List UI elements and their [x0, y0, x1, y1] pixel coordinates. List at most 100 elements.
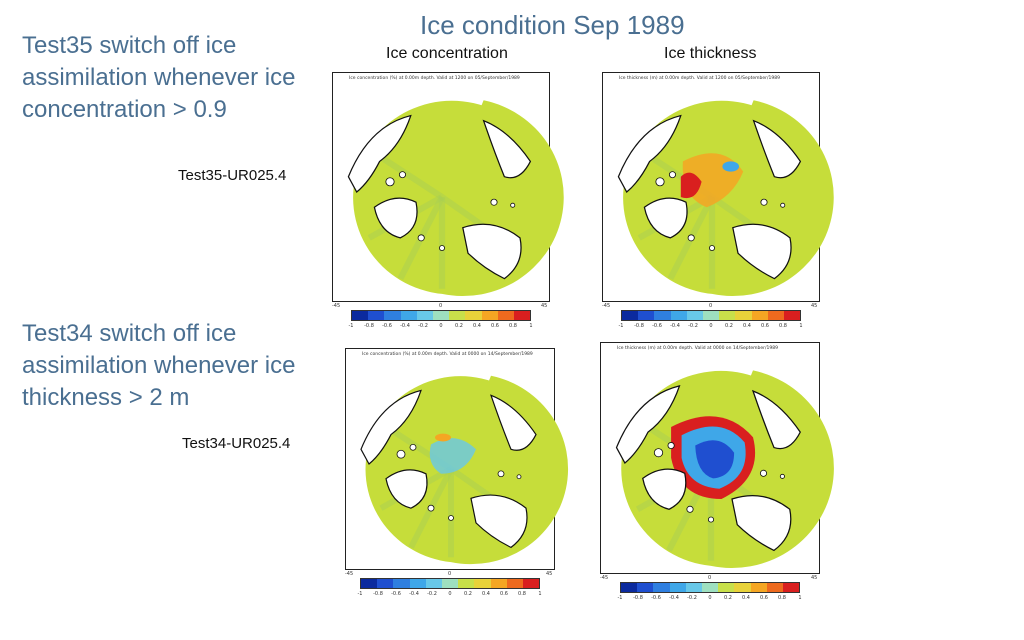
- column-header-thickness: Ice thickness: [664, 45, 757, 62]
- colorbar-swatch: [490, 579, 507, 588]
- colorbar-swatch: [409, 579, 426, 588]
- colorbar-labels: -1 -0.8 -0.6 -0.4 -0.2 0 0.2 0.4 0.6 0.8 1: [618, 323, 803, 331]
- colorbar-tick-label: 0.6: [761, 323, 769, 329]
- frame-tick-mid: 0: [448, 571, 452, 577]
- colorbar-swatch: [352, 311, 369, 320]
- colorbar-swatch: [425, 579, 442, 588]
- colorbar-tick-label: 0: [448, 591, 452, 597]
- colorbar-swatch: [719, 311, 736, 320]
- colorbar-swatch: [522, 579, 540, 588]
- land-island: [759, 469, 768, 477]
- colorbar-swatch: [622, 311, 639, 320]
- colorbar: [351, 310, 531, 321]
- land-island: [686, 505, 694, 513]
- frame-tick-mid: 0: [709, 303, 713, 309]
- colorbar-swatch: [782, 583, 800, 592]
- colorbar-swatch: [621, 583, 638, 592]
- land-island: [687, 234, 695, 242]
- colorbar-swatch: [432, 311, 450, 320]
- plot-header: Ice concentration (%) at 0.00m depth. Va…: [349, 76, 520, 81]
- land-greenland: [643, 197, 688, 239]
- colorbar-tick-label: -1: [357, 591, 363, 597]
- plot-frame: Ice thickness (m) at 0.00m depth. Valid …: [600, 342, 834, 574]
- plot-frame: Ice concentration (%) at 0.00m depth. Va…: [345, 348, 569, 570]
- plot-header: Ice concentration (%) at 0.00m depth. Va…: [362, 352, 533, 357]
- colorbar-tick-label: 0.4: [473, 323, 481, 329]
- colorbar-tick-label: -0.6: [382, 323, 392, 329]
- colorbar-tick-label: -0.4: [409, 591, 419, 597]
- colorbar-swatch: [735, 311, 752, 320]
- colorbar-labels: -1 -0.8 -0.6 -0.4 -0.2 0 0.2 0.4 0.6 0.8 1: [349, 323, 533, 331]
- colorbar-tick-label: -0.2: [427, 591, 437, 597]
- colorbar-swatch: [766, 583, 783, 592]
- land-island: [780, 202, 786, 208]
- colorbar-tick-label: -0.6: [391, 591, 401, 597]
- land-island: [385, 177, 395, 187]
- thickness-anomaly-low: [722, 161, 740, 172]
- land-island: [448, 515, 454, 521]
- colorbar-swatch: [393, 579, 410, 588]
- colorbar-tick-label: -0.6: [652, 323, 662, 329]
- colorbar-swatch: [637, 583, 654, 592]
- colorbar-tick-label: 0.8: [509, 323, 517, 329]
- colorbar-swatch: [368, 311, 385, 320]
- land-eurasia: [731, 495, 792, 552]
- polar-ice-map: [617, 100, 834, 297]
- colorbar-tick-label: -0.6: [651, 595, 661, 601]
- colorbar-swatch: [685, 583, 702, 592]
- colorbar-tick-label: 0.4: [742, 595, 750, 601]
- colorbar-swatch: [465, 311, 482, 320]
- colorbar-tick-label: -0.4: [400, 323, 410, 329]
- land-siberia: [490, 394, 537, 451]
- colorbar-tick-label: -0.8: [373, 591, 383, 597]
- colorbar-swatch: [686, 311, 703, 320]
- plot-frame: Ice thickness (m) at 0.00m depth. Valid …: [602, 72, 834, 302]
- colorbar-swatch: [497, 311, 514, 320]
- colorbar-swatch: [458, 579, 475, 588]
- column-header-concentration: Ice concentration: [386, 45, 508, 62]
- land-island: [707, 516, 715, 523]
- colorbar-tick-label: 0.6: [500, 591, 508, 597]
- colorbar-labels: -1 -0.8 -0.6 -0.4 -0.2 0 0.2 0.4 0.6 0.8 1: [357, 591, 542, 599]
- colorbar-tick-label: 0.4: [743, 323, 751, 329]
- colorbar-tick-label: 0.8: [778, 595, 786, 601]
- colorbar-swatch: [400, 311, 417, 320]
- colorbar-swatch: [441, 579, 459, 588]
- land-island: [516, 474, 522, 480]
- colorbar-tick-label: -0.2: [688, 323, 698, 329]
- colorbar-tick-label: 0: [709, 323, 713, 329]
- colorbar-swatch: [377, 579, 394, 588]
- panel-r1-concentration: Ice concentration (%) at 0.00m depth. Va…: [332, 72, 564, 334]
- panel-r1-thickness: Ice thickness (m) at 0.00m depth. Valid …: [602, 72, 834, 334]
- colorbar-swatch: [654, 311, 671, 320]
- colorbar-labels: -1 -0.8 -0.6 -0.4 -0.2 0 0.2 0.4 0.6 0.8 1: [618, 595, 802, 603]
- row1-description: Test35 switch off ice assimilation whene…: [22, 32, 296, 123]
- colorbar-swatch: [384, 311, 401, 320]
- land-island: [417, 234, 425, 242]
- colorbar-tick-label: -0.8: [634, 323, 644, 329]
- colorbar-tick-label: -1: [618, 323, 624, 329]
- frame-tick-right: 45: [811, 303, 818, 309]
- colorbar-tick-label: 0.2: [455, 323, 463, 329]
- colorbar-tick-label: 0: [439, 323, 443, 329]
- colorbar-swatch: [449, 311, 466, 320]
- land-eurasia: [470, 494, 528, 549]
- frame-tick-left: -45: [600, 575, 609, 581]
- frame-tick-right: 45: [546, 571, 553, 577]
- land-island: [427, 504, 435, 512]
- colorbar-swatch: [718, 583, 735, 592]
- colorbar: [620, 582, 800, 593]
- land-eurasia: [732, 223, 792, 280]
- field-streak: [377, 153, 444, 200]
- frame-tick-left: -45: [332, 303, 341, 309]
- colorbar-tick-label: -0.4: [669, 595, 679, 601]
- colorbar-tick-label: 0.2: [464, 591, 472, 597]
- colorbar-swatch: [638, 311, 655, 320]
- row2-description: Test34 switch off ice assimilation whene…: [22, 320, 296, 411]
- land-island: [510, 202, 516, 208]
- frame-tick-right: 45: [541, 303, 548, 309]
- land-island: [497, 470, 505, 478]
- colorbar-tick-label: 0.2: [724, 595, 732, 601]
- panel-r2-concentration: Ice concentration (%) at 0.00m depth. Va…: [345, 348, 569, 602]
- panel-r2-thickness: Ice thickness (m) at 0.00m depth. Valid …: [600, 342, 834, 606]
